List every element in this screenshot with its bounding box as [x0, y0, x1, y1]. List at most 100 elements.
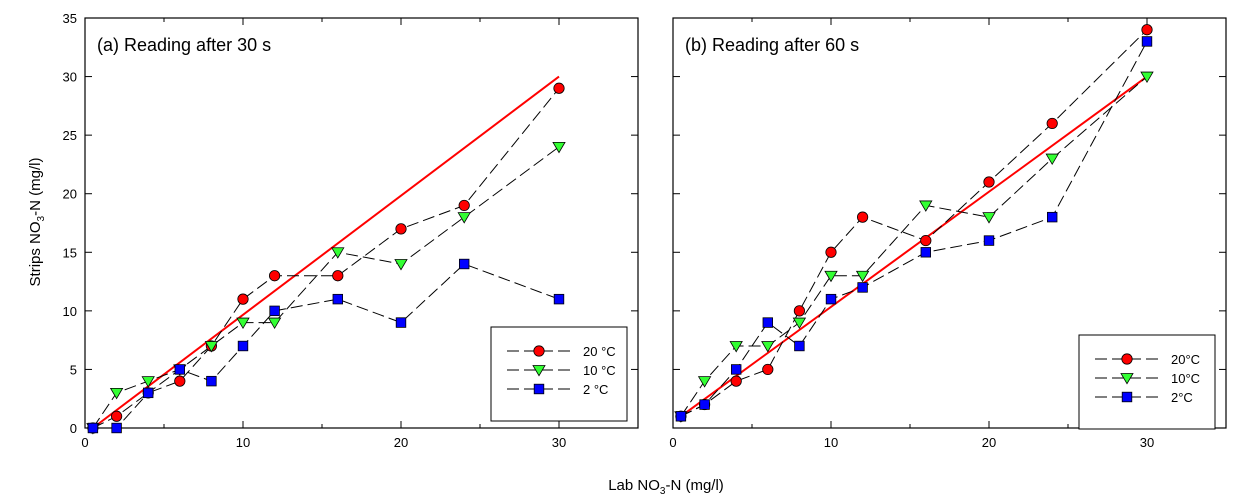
legend-b: 20°C 10°C 2°C: [1078, 334, 1216, 430]
plot-frame-b: [672, 17, 1227, 429]
legend-marker-b: [1121, 353, 1133, 365]
data-point-b-1: [1140, 71, 1154, 84]
panel-title-b: (b) Reading after 60 s: [685, 35, 859, 55]
data-point-a-2: [206, 375, 217, 387]
data-point-a-0: [111, 410, 123, 422]
data-point-b-2: [920, 247, 932, 258]
legend-box-b: [1078, 334, 1216, 430]
data-point-a-2: [458, 258, 470, 270]
data-point-a-1: [204, 341, 219, 353]
data-point-a-1: [552, 141, 566, 154]
reference-line-b: [680, 75, 1148, 418]
data-point-a-0: [458, 199, 470, 212]
data-point-a-1: [109, 387, 124, 400]
y-tick-label: 0: [70, 421, 77, 436]
legend-marker-b: [1121, 391, 1133, 403]
legend-label-b: 10°C: [1171, 371, 1200, 386]
data-point-a-1: [457, 212, 471, 224]
data-point-b-0: [983, 176, 995, 188]
legend-label-a: 20 °C: [583, 344, 616, 359]
data-point-a-0: [174, 375, 186, 387]
y-axis-label-rest: -N (mg/l): [27, 158, 44, 216]
legend-a: 20 °C 10 °C 2 °C: [490, 326, 628, 422]
x-tick-label-a: 30: [552, 435, 566, 450]
data-point-b-2: [825, 293, 837, 305]
data-point-b-2: [983, 235, 995, 246]
x-axis-label-subscript: 3: [660, 486, 666, 497]
data-point-a-1: [267, 317, 282, 330]
data-point-b-2: [762, 317, 774, 328]
x-axis-label-rest: -N (mg/l): [665, 477, 723, 494]
data-point-b-1: [761, 341, 775, 353]
data-point-b-1: [1045, 153, 1059, 166]
data-point-b-0: [1141, 24, 1153, 36]
data-point-a-2: [395, 317, 407, 328]
data-point-b-2: [731, 364, 742, 375]
y-tick-label: 30: [63, 70, 77, 85]
data-point-b-2: [794, 340, 805, 352]
y-tick-label: 15: [63, 245, 77, 260]
series-line-a-1: [92, 146, 560, 429]
data-point-b-0: [762, 363, 774, 376]
series-line-a-0: [92, 87, 560, 429]
data-point-b-2: [1141, 36, 1153, 47]
data-point-a-2: [237, 340, 249, 352]
data-point-a-2: [174, 364, 186, 375]
legend-box-a: [490, 326, 628, 422]
legend-label-a: 2 °C: [583, 382, 608, 397]
y-tick-label: 25: [63, 128, 77, 143]
data-point-b-0: [856, 211, 869, 223]
data-point-b-1: [824, 270, 838, 283]
data-point-b-2: [675, 411, 687, 422]
x-tick-label-a: 0: [81, 435, 88, 450]
y-tick-label: 20: [63, 187, 77, 202]
data-point-a-0: [332, 270, 344, 282]
data-point-a-2: [332, 293, 344, 305]
panel-b: 0 10 20 30 (b) Reading after 60 s 20°C 10°C 2°C: [669, 17, 1227, 450]
panel-title-a: (a) Reading after 30 s: [97, 35, 271, 55]
y-tick-label: 5: [70, 362, 77, 377]
data-point-b-1: [919, 200, 933, 212]
data-point-a-0: [395, 223, 407, 235]
legend-marker-a: [533, 383, 545, 395]
data-point-b-0: [825, 246, 837, 258]
x-axis-label-main: Lab NO: [608, 477, 660, 494]
reference-line-a: [92, 75, 560, 429]
series-line-b-0: [680, 29, 1148, 417]
data-point-b-1: [982, 212, 996, 224]
data-point-a-2: [269, 305, 280, 317]
data-point-b-0: [793, 305, 806, 317]
data-point-a-1: [331, 247, 345, 259]
y-tick-label: 35: [63, 11, 77, 26]
data-point-b-2: [857, 282, 868, 293]
data-point-a-2: [142, 387, 154, 399]
legend-marker-b: [1120, 373, 1134, 385]
x-tick-label-b: 10: [824, 435, 838, 450]
data-point-a-0: [268, 270, 281, 282]
data-point-a-0: [553, 82, 565, 94]
data-point-b-0: [1046, 117, 1058, 130]
x-tick-label-a: 10: [236, 435, 250, 450]
legend-label-b: 20°C: [1171, 352, 1200, 367]
series-line-b-1: [680, 76, 1148, 417]
panel-a: 0 10 20 30 0 5 10 15 20 25 30 35 (a) Reading after 3…: [63, 11, 639, 450]
x-tick-label-b: 0: [669, 435, 676, 450]
data-point-b-2: [1047, 211, 1058, 223]
data-point-b-1: [792, 317, 807, 330]
data-point-a-1: [141, 376, 155, 388]
x-axis-label: Lab NO3-N (mg/l): [608, 477, 724, 497]
series-line-b-2: [680, 41, 1148, 417]
data-point-b-0: [730, 375, 742, 387]
y-axis-label: Strips NO3-N (mg/l): [27, 158, 47, 287]
x-tick-label-a: 20: [394, 435, 408, 450]
data-point-a-2: [111, 422, 122, 434]
x-tick-label-b: 20: [982, 435, 996, 450]
data-point-a-1: [236, 317, 250, 330]
legend-label-a: 10 °C: [583, 363, 616, 378]
data-point-a-2: [553, 293, 565, 305]
x-tick-label-b: 30: [1140, 435, 1154, 450]
data-point-a-2: [87, 422, 99, 434]
y-axis-label-main: Strips NO: [27, 221, 44, 286]
series-line-a-2: [92, 263, 560, 429]
